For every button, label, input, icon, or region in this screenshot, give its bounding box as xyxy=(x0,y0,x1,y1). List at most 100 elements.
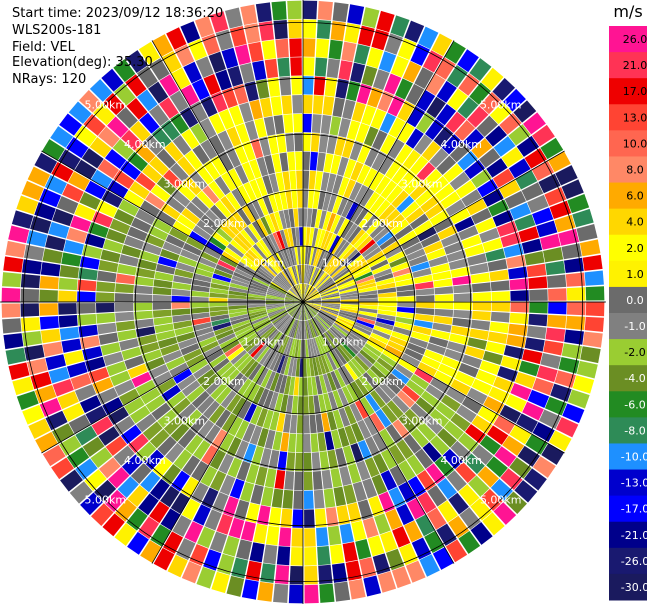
range-gate xyxy=(350,381,365,400)
range-gate xyxy=(152,309,172,318)
range-gate xyxy=(317,313,334,326)
range-gate xyxy=(263,544,278,565)
range-gate xyxy=(303,245,306,265)
range-gate xyxy=(234,325,253,337)
range-gate xyxy=(245,337,261,353)
range-gate xyxy=(61,338,82,353)
azimuth-spoke xyxy=(302,150,565,303)
range-gate xyxy=(103,239,124,254)
range-gate xyxy=(165,356,186,371)
range-gate xyxy=(390,55,409,78)
range-gate xyxy=(526,325,547,340)
range-gate xyxy=(365,436,380,457)
range-gate xyxy=(303,291,319,302)
range-gate xyxy=(266,304,285,308)
range-gate xyxy=(278,210,287,230)
range-gate xyxy=(397,296,416,302)
range-gate xyxy=(137,89,158,112)
range-gate xyxy=(346,120,361,141)
range-gate xyxy=(297,396,303,415)
range-gate xyxy=(339,309,358,317)
range-gate xyxy=(364,343,382,357)
range-gate xyxy=(256,322,273,335)
range-gate xyxy=(561,343,583,360)
range-gate xyxy=(379,428,396,449)
range-gate xyxy=(318,133,329,153)
range-gate xyxy=(481,67,504,91)
range-gate xyxy=(228,294,247,300)
range-gate xyxy=(323,488,336,508)
range-gate xyxy=(236,232,253,249)
range-gate xyxy=(366,368,383,386)
range-gate xyxy=(428,255,449,268)
range-gate xyxy=(339,307,359,314)
range-gate xyxy=(341,386,355,405)
range-gate xyxy=(314,337,324,356)
range-gate xyxy=(84,469,107,492)
range-gate xyxy=(230,316,250,326)
range-gate xyxy=(172,397,191,416)
range-gate xyxy=(197,526,216,549)
range-gate xyxy=(329,116,342,136)
range-gate xyxy=(485,125,508,147)
range-gate xyxy=(283,375,292,395)
range-gate xyxy=(142,164,163,184)
range-gate xyxy=(74,203,96,221)
range-gate xyxy=(224,247,242,261)
range-gate xyxy=(253,523,268,544)
range-gate xyxy=(423,415,443,435)
range-gate xyxy=(307,189,315,209)
range-gate xyxy=(332,194,343,214)
range-gate xyxy=(436,523,457,546)
range-gate xyxy=(70,215,92,233)
colorbar-tick-label: 4.0 xyxy=(626,216,644,229)
range-gate xyxy=(398,543,418,566)
range-gate xyxy=(315,413,324,433)
range-gate xyxy=(321,300,341,302)
range-gate xyxy=(391,566,412,589)
range-gate xyxy=(336,346,351,363)
range-gate xyxy=(275,275,290,290)
range-gate xyxy=(415,514,435,537)
range-gate xyxy=(333,239,347,257)
range-gate xyxy=(150,184,171,203)
colorbar-block xyxy=(609,521,647,549)
range-gate xyxy=(320,307,339,316)
range-gate xyxy=(555,165,578,186)
range-gate xyxy=(454,371,475,387)
range-gate xyxy=(378,491,395,513)
range-gate xyxy=(320,230,330,250)
range-gate xyxy=(208,180,225,200)
range-gate xyxy=(371,151,387,171)
range-gate xyxy=(303,283,305,302)
range-gate xyxy=(311,376,318,396)
range-gate xyxy=(452,317,472,328)
range-gate xyxy=(364,147,380,168)
range-gate xyxy=(490,280,510,292)
range-gate xyxy=(115,311,135,322)
range-gate xyxy=(309,267,318,285)
range-gate xyxy=(337,367,350,386)
range-gate xyxy=(391,331,411,342)
range-gate xyxy=(500,232,521,248)
range-gate xyxy=(555,417,579,438)
range-gate xyxy=(70,373,92,390)
range-gate xyxy=(212,357,230,373)
range-gate xyxy=(344,363,359,381)
range-gate xyxy=(157,336,178,349)
range-gate xyxy=(164,141,184,162)
range-gate xyxy=(326,134,338,155)
range-gate xyxy=(409,213,429,230)
range-gate xyxy=(358,290,378,296)
range-gate xyxy=(509,457,532,479)
azimuth-spoke xyxy=(302,301,455,564)
range-gate xyxy=(303,377,308,396)
range-gate xyxy=(303,264,307,284)
range-gate xyxy=(373,325,393,336)
range-gate xyxy=(318,280,335,292)
range-gate xyxy=(522,401,544,421)
range-gate xyxy=(326,173,337,193)
range-gate xyxy=(173,275,193,285)
range-gate xyxy=(338,281,357,291)
